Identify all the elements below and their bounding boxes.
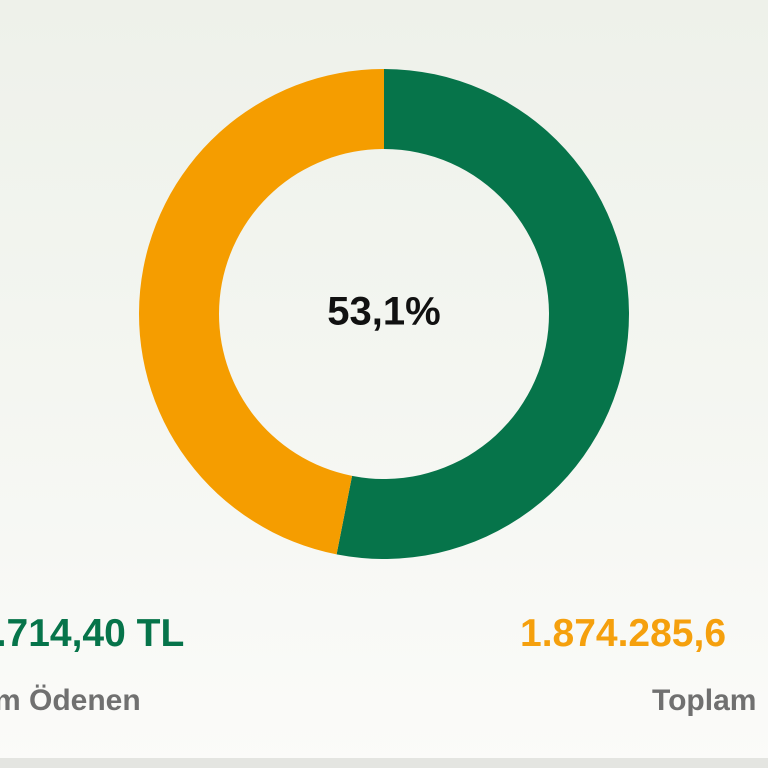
donut-chart-svg: 53,1% (138, 69, 629, 559)
total-label: Toplam (652, 684, 757, 717)
paid-amount: 5.714,40 TL (0, 612, 185, 655)
donut-chart: 53,1% (138, 69, 629, 559)
percentage-label: 53,1% (327, 290, 440, 334)
donut-slices (138, 69, 629, 559)
paid-slice (336, 69, 629, 559)
remaining-slice (138, 69, 384, 555)
total-amount: 1.874.285,6 (520, 612, 727, 655)
bottom-divider (0, 758, 768, 768)
paid-label: m Ödenen (0, 684, 141, 717)
